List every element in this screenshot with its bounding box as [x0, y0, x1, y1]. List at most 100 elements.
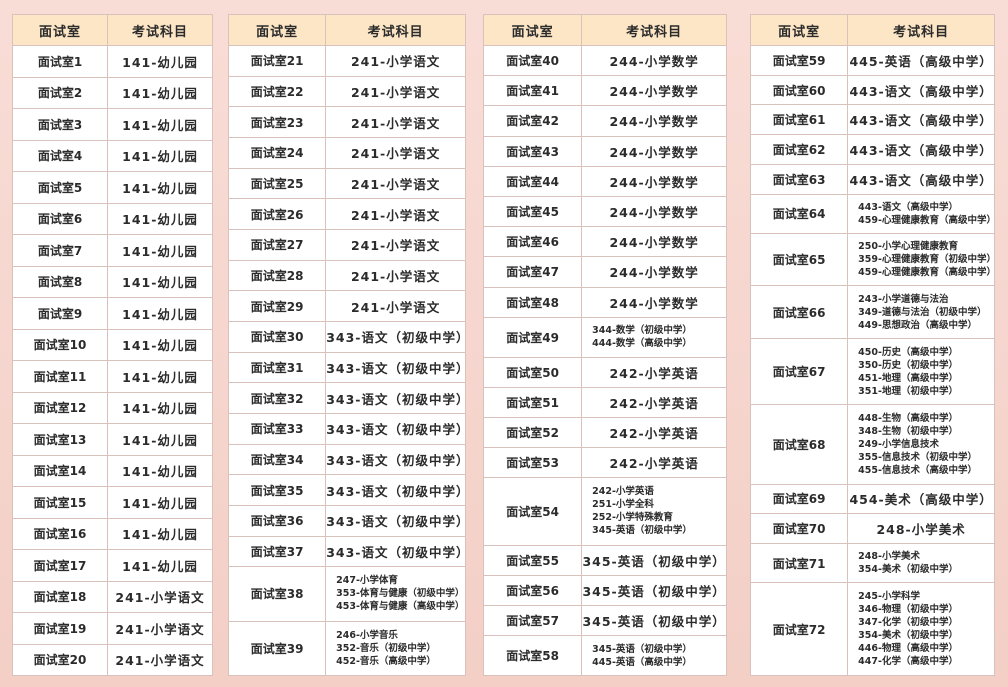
table-row: 面试室60 443-语文（高级中学） — [751, 74, 994, 105]
subject-cell: 241-小学语文 — [350, 146, 441, 162]
table-row: 面试室50 242-小学英语 — [484, 356, 726, 387]
room-cell: 面试室7 — [13, 235, 109, 266]
room-cell: 面试室26 — [229, 199, 327, 229]
subject-line: 453-体育与健康（高级中学） — [336, 601, 465, 613]
subject-line: 448-生物（高级中学） — [858, 412, 958, 424]
table-row: 面试室8 141-幼儿园 — [13, 265, 212, 297]
subject-cell: 244-小学数学 — [609, 114, 699, 130]
table-row: 面试室35 343-语文（初级中学） — [229, 474, 470, 505]
subject-line: 246-小学音乐 — [336, 629, 398, 641]
table-row: 面试室41 244-小学数学 — [484, 75, 726, 106]
room-cell: 面试室41 — [484, 76, 583, 106]
room-cell: 面试室12 — [13, 392, 109, 423]
subject-cell: 141-幼儿园 — [122, 149, 198, 165]
table-row: 面试室71 248-小学美术 354-美术（初级中学） — [751, 542, 994, 583]
subject-cell: 245-小学科学 346-物理（初级中学） 347-化学（初级中学） 354-美术（初… — [848, 583, 994, 675]
subject-cell: 345-英语（初级中学） 445-英语（高级中学） — [582, 636, 726, 675]
subject-cell: 241-小学语文 — [350, 299, 441, 315]
subject-cell: 345-英语（初级中学） — [582, 613, 726, 629]
subject-cell: 343-语文（初级中学） — [326, 483, 470, 499]
subject-line: 443-语文（高级中学） — [858, 201, 958, 213]
table-row: 面试室58 345-英语（初级中学） 445-英语（高级中学） — [484, 635, 726, 675]
subject-cell: 241-小学语文 — [350, 207, 441, 223]
room-cell: 面试室28 — [229, 260, 327, 291]
subject-cell: 443-语文（高级中学） — [849, 172, 993, 188]
subject-cell: 345-英语（初级中学） — [582, 553, 726, 569]
room-cell: 面试室3 — [13, 109, 109, 140]
subject-cell: 343-语文（初级中学） — [326, 452, 470, 468]
subject-line: 354-美术（初级中学） — [858, 630, 958, 642]
header-row: 面试室 考试科目 — [13, 15, 212, 45]
subject-cell: 244-小学数学 — [609, 265, 699, 281]
table-row: 面试室27 241-小学语文 — [229, 228, 465, 260]
room-cell: 面试室56 — [484, 575, 583, 605]
subject-cell: 244-小学数学 — [609, 144, 699, 160]
subject-cell: 241-小学语文 — [350, 238, 441, 254]
subject-cell: 241-小学语文 — [115, 621, 205, 637]
subject-cell: 141-幼儿园 — [122, 86, 198, 102]
room-cell: 面试室17 — [13, 550, 109, 581]
room-cell: 面试室51 — [484, 387, 583, 417]
room-cell: 面试室44 — [484, 166, 583, 196]
subject-cell: 248-小学美术 — [876, 522, 966, 538]
table-row: 面试室49 344-数学（初级中学） 444-数学（高级中学） — [484, 316, 726, 357]
schedule-table: 面试室 考试科目 面试室59 445-英语（高级中学） 面试室60 443-语文（高级中学… — [750, 14, 996, 676]
subject-cell: 246-小学音乐 352-音乐（初级中学） 452-音乐（高级中学） — [326, 622, 465, 675]
table-row: 面试室54 242-小学英语 251-小学全科 252-小学特殊教育 345-英语（初级… — [484, 477, 726, 545]
room-cell: 面试室69 — [751, 484, 849, 514]
subject-cell: 141-幼儿园 — [122, 432, 198, 448]
subject-cell: 241-小学语文 — [350, 54, 441, 70]
table-row: 面试室10 141-幼儿园 — [13, 328, 212, 360]
table-row: 面试室11 141-幼儿园 — [13, 360, 212, 392]
subject-line: 243-小学道德与法治 — [858, 293, 949, 305]
subject-cell: 141-幼儿园 — [122, 369, 198, 385]
subject-line: 345-英语（初级中学） — [592, 643, 692, 655]
room-cell: 面试室39 — [229, 621, 327, 675]
subject-cell: 244-小学数学 — [609, 235, 699, 251]
subject-line: 248-小学美术 — [858, 551, 920, 563]
table-row: 面试室51 242-小学英语 — [484, 386, 726, 417]
subject-line: 242-小学英语 — [592, 486, 654, 498]
subject-cell: 242-小学英语 251-小学全科 252-小学特殊教育 345-英语（初级中学） — [582, 478, 726, 544]
room-cell: 面试室67 — [751, 339, 849, 405]
header-cell: 考试科目 — [132, 24, 189, 40]
table-row: 面试室32 343-语文（初级中学） — [229, 382, 468, 413]
subject-cell: 345-英语（初级中学） — [582, 583, 726, 599]
subject-cell: 250-小学心理健康教育 359-心理健康教育（初级中学） 459-心理健康教育（高… — [848, 234, 996, 286]
subject-cell: 141-幼儿园 — [122, 212, 198, 228]
subject-cell: 141-幼儿园 — [122, 401, 198, 417]
room-cell: 面试室50 — [484, 357, 583, 387]
subject-line: 447-化学（高级中学） — [858, 656, 958, 668]
subject-cell: 241-小学语文 — [350, 84, 441, 100]
subject-cell: 343-语文（初级中学） — [326, 422, 470, 438]
room-cell: 面试室65 — [751, 233, 849, 286]
subject-cell: 443-语文（高级中学） — [849, 142, 993, 158]
subject-cell: 241-小学语文 — [350, 176, 441, 192]
room-cell: 面试室38 — [229, 567, 327, 621]
room-cell: 面试室52 — [484, 417, 583, 448]
room-cell: 面试室36 — [229, 505, 327, 536]
table-row: 面试室28 241-小学语文 — [229, 259, 465, 291]
room-cell: 面试室10 — [13, 329, 109, 360]
subject-cell: 343-语文（初级中学） — [326, 544, 470, 560]
header-cell: 考试科目 — [893, 24, 950, 40]
subject-cell: 244-小学数学 — [609, 84, 699, 100]
subject-cell: 443-语文（高级中学） — [849, 113, 993, 129]
room-cell: 面试室21 — [229, 46, 327, 76]
table-row: 面试室52 242-小学英语 — [484, 416, 726, 448]
table-row: 面试室39 246-小学音乐 352-音乐（初级中学） 452-音乐（高级中学） — [229, 620, 465, 675]
table-row: 面试室40 244-小学数学 — [484, 45, 726, 76]
schedule-table: 面试室 考试科目 面试室21 241-小学语文 面试室22 241-小学语文 面试室23 24… — [228, 14, 470, 676]
subject-cell: 247-小学体育 353-体育与健康（初级中学） 453-体育与健康（高级中学） — [326, 567, 465, 620]
subject-cell: 454-美术（高级中学） — [849, 492, 993, 508]
subject-line: 449-思想政治（高级中学） — [858, 319, 977, 331]
subject-line: 446-物理（高级中学） — [858, 643, 958, 655]
subject-cell: 141-幼儿园 — [122, 527, 198, 543]
table-row: 面试室45 244-小学数学 — [484, 195, 726, 227]
table-row: 面试室16 141-幼儿园 — [13, 517, 212, 549]
header-row: 面试室 考试科目 — [229, 15, 465, 45]
table-row: 面试室68 448-生物（高级中学） 348-生物（初级中学） 249-小学信息技术 3… — [751, 404, 994, 484]
header-cell: 面试室 — [484, 15, 583, 45]
subject-cell: 241-小学语文 — [350, 268, 441, 284]
